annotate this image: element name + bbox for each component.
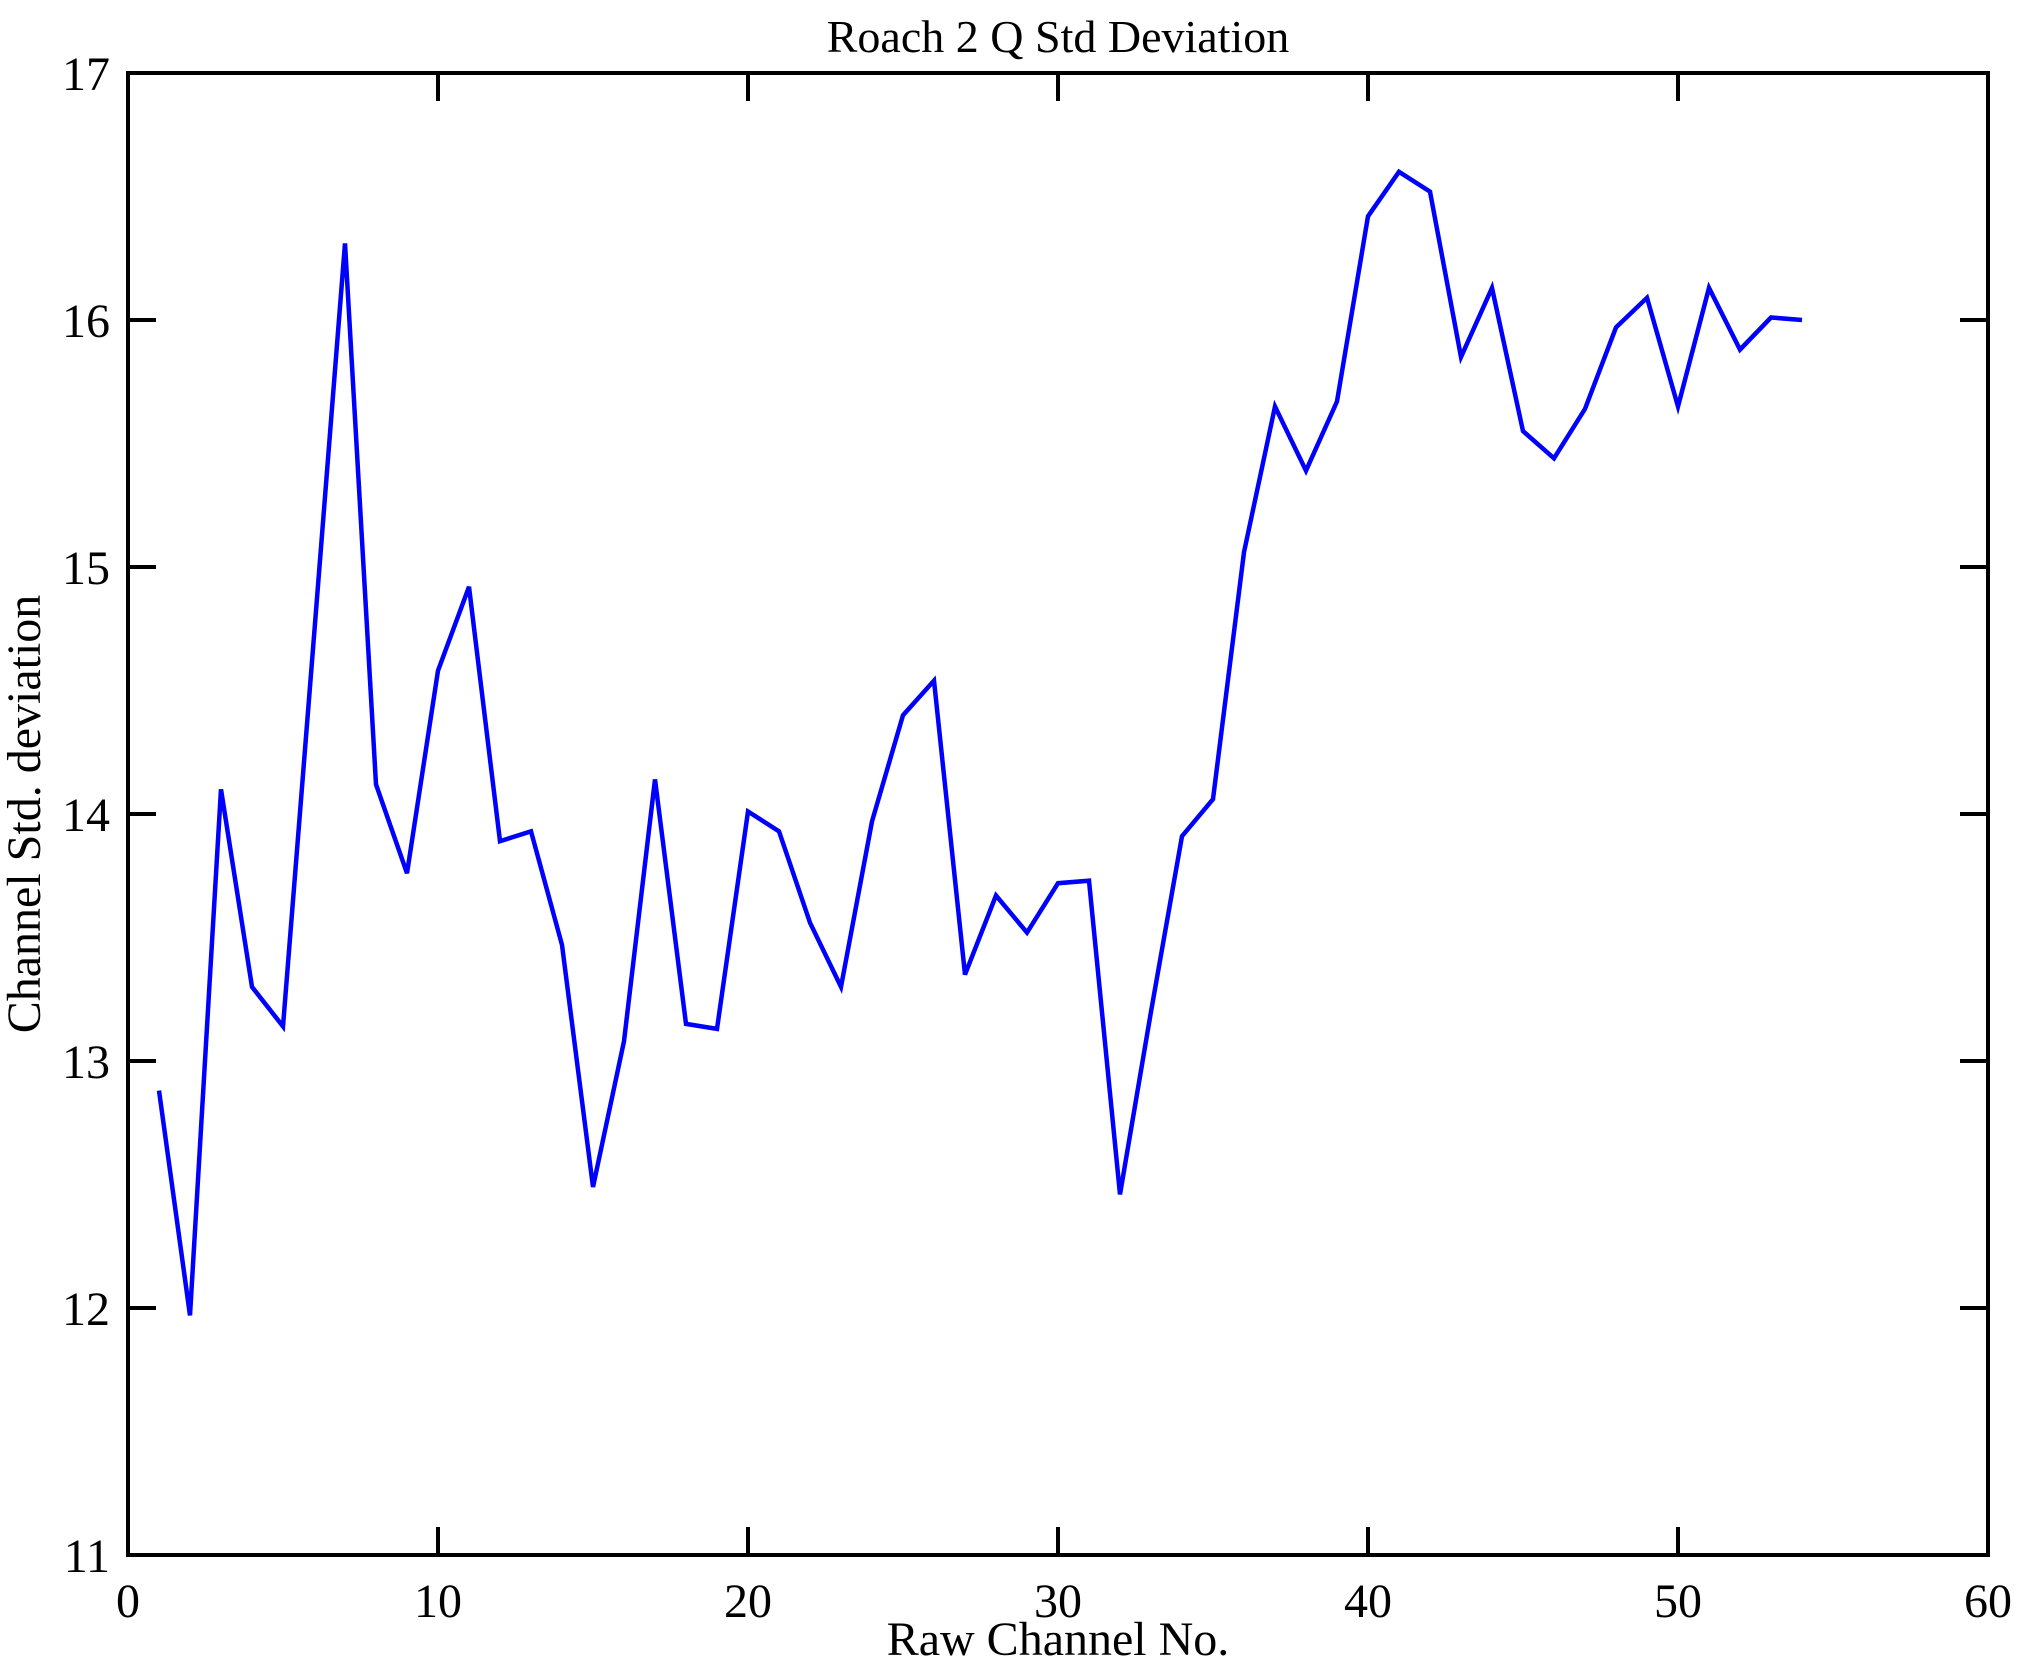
x-axis-label: Raw Channel No.: [887, 1613, 1230, 1666]
y-tick-label: 11: [64, 1530, 110, 1583]
x-tick-label: 50: [1654, 1575, 1702, 1628]
plot-area: 0 10 20 30 40 50 60 11 12 13 14 15 16 17: [62, 48, 2012, 1628]
x-tick-label: 20: [724, 1575, 772, 1628]
y-tick-label: 15: [62, 542, 110, 595]
y-axis-label: Channel Std. deviation: [0, 595, 51, 1034]
x-tick-label: 40: [1344, 1575, 1392, 1628]
x-tick-label: 10: [414, 1575, 462, 1628]
plot-background: [128, 73, 1988, 1555]
y-tick-label: 13: [62, 1036, 110, 1089]
y-tick-label: 17: [62, 48, 110, 101]
y-tick-label: 12: [62, 1283, 110, 1336]
x-tick-label: 0: [116, 1575, 140, 1628]
x-tick-label: 30: [1034, 1575, 1082, 1628]
data-line: [156, 168, 1803, 1316]
x-tick-label: 60: [1964, 1575, 2012, 1628]
axes-frame: [126, 71, 1990, 1557]
y-tick-label: 14: [62, 789, 110, 842]
y-tick-label: 16: [62, 295, 110, 348]
chart-title: Roach 2 Q Std Deviation: [827, 11, 1290, 62]
